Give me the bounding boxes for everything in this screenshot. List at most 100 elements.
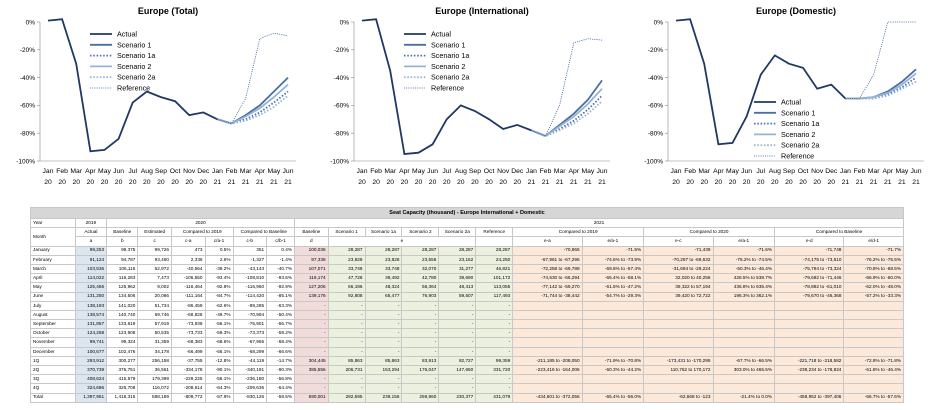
- table-cell: -31,694 to -29,224: [643, 263, 714, 275]
- col-code: e: [327, 236, 477, 247]
- table-cell: 119,174: [294, 273, 329, 284]
- table-cell: [643, 319, 714, 330]
- x-tick-label: Oct: [170, 168, 181, 175]
- table-cell: 99,324: [106, 337, 139, 348]
- table-cell: 256,158: [137, 355, 172, 367]
- table-cell: 28,287: [438, 245, 477, 256]
- table-cell: 23,162: [438, 254, 477, 265]
- table-cell: -: [401, 374, 440, 385]
- table-cell: -: [364, 319, 403, 330]
- col-code: c-a: [170, 236, 206, 247]
- col-header: Baseline: [294, 227, 329, 238]
- table-cell: -74,175 to -73,510: [774, 254, 845, 265]
- table-cell: -68.4%: [266, 337, 296, 348]
- legend-label: Scenario 1a: [431, 51, 469, 60]
- x-tick-year: 20: [72, 179, 80, 186]
- table-row: 1Q 293,912 300,277 256,158 -37,755 -12.8% -44,…: [30, 355, 904, 367]
- table-cell: -50.3% to -46.4%: [712, 263, 776, 275]
- table-cell: -67,961 to -67,296: [512, 254, 583, 265]
- table-cell: [774, 346, 845, 357]
- table-cell: -209,636: [232, 383, 268, 394]
- table-row: June 131,250 134,506 20,086 -111,164 -84.7% -1…: [30, 291, 904, 302]
- table-cell: -49.7%: [204, 309, 234, 321]
- table-cell: 100,677: [74, 346, 108, 357]
- table-cell: -116,464: [170, 282, 206, 293]
- table-cell: [774, 328, 845, 339]
- table-cell: -: [401, 346, 440, 357]
- table-cell: 28,287: [475, 245, 514, 256]
- series-line-actual: [361, 18, 546, 155]
- legend-label: Actual: [431, 30, 451, 39]
- table-cell: 34,178: [137, 346, 172, 357]
- table-cell: 39,322 to 57,194: [643, 282, 714, 293]
- table-cell: [512, 374, 583, 385]
- x-tick-year: 20: [443, 179, 451, 186]
- table-cell: -40.7%: [266, 263, 296, 275]
- row-label: August: [30, 309, 76, 321]
- x-tick-label: Aug: [141, 168, 153, 175]
- table-cell: 123,908: [106, 328, 139, 339]
- x-tick-year: 20: [715, 179, 723, 186]
- year-label: Year: [30, 217, 76, 229]
- col-code: [475, 236, 514, 247]
- table-cell: -37,755: [170, 355, 206, 367]
- table-cell: [581, 383, 645, 394]
- table-cell: -: [401, 309, 440, 321]
- x-tick-label: Jan: [357, 168, 368, 175]
- table-cell: [774, 383, 845, 394]
- row-label: October: [30, 328, 76, 339]
- table-cell: -: [475, 346, 514, 357]
- table-cell: 56,364: [401, 282, 440, 293]
- table-cell: 32,020 to 40,256: [643, 273, 714, 284]
- table-row: 2Q 370,739 376,751 36,561 -334,178 -90.1% -340…: [30, 364, 904, 376]
- table-cell: -: [294, 383, 329, 394]
- table-cell: -: [438, 374, 477, 385]
- x-tick-label: Sep: [469, 168, 481, 175]
- x-tick-year: 20: [485, 179, 493, 186]
- x-tick-year: 20: [743, 179, 751, 186]
- table-cell: 28,287: [364, 245, 403, 256]
- x-tick-year: 20: [101, 179, 109, 186]
- col-header: Scenario 1: [327, 227, 366, 238]
- table-cell: -1.4%: [266, 254, 296, 265]
- x-tick-label: Sep: [155, 168, 167, 175]
- x-tick-year: 20: [429, 179, 437, 186]
- table-cell: [712, 328, 776, 339]
- table-row: December 100,677 102,476 34,178 -66,499 -66.1…: [30, 346, 904, 357]
- chart-title: Europe (International): [435, 6, 529, 16]
- x-tick-label: Jul: [442, 168, 451, 175]
- x-tick-label: Feb: [540, 168, 552, 175]
- x-tick-label: Feb: [684, 168, 696, 175]
- x-tick-label: Dec: [511, 168, 524, 175]
- table-row: February 91,124 94,787 93,460 2,336 2.6% -1,32…: [30, 254, 904, 265]
- x-tick-year: 20: [372, 179, 380, 186]
- table-row: 3Q 408,624 415,579 179,399 -229,225 -56.1% -23…: [30, 374, 904, 385]
- series-line-scenario-2: [845, 72, 917, 100]
- table-cell: [512, 300, 583, 311]
- table-cell: 82,727: [438, 355, 477, 367]
- table-cell: 141,020: [106, 300, 139, 311]
- table-cell: 103,536: [74, 263, 108, 275]
- table-cell: -86,459: [170, 300, 206, 311]
- x-tick-label: Feb: [854, 168, 866, 175]
- x-tick-label: Apr: [85, 168, 96, 175]
- table-cell: 259,960: [401, 392, 440, 403]
- table-cell: [581, 337, 645, 348]
- table-cell: [643, 309, 714, 321]
- x-tick-year: 21: [598, 179, 606, 186]
- y-tick-label: -20%: [20, 47, 35, 54]
- x-tick-year: 20: [386, 179, 394, 186]
- table-cell: -: [327, 374, 366, 385]
- legend-label: Reference: [781, 152, 814, 161]
- legend-label: Reference: [431, 84, 464, 93]
- table-cell: 28,287: [327, 245, 366, 256]
- x-tick-year: 20: [514, 179, 522, 186]
- table-row: March 103,536 106,115 62,972 -40,564 -39.2% -4…: [30, 263, 904, 275]
- y-tick-label: -40%: [648, 75, 663, 82]
- table-cell: 59,507: [438, 291, 477, 302]
- table-cell: 206,731: [327, 364, 366, 376]
- table-cell: -70,994: [232, 309, 268, 321]
- table-cell: -: [401, 383, 440, 394]
- table-cell: -78,882 to -61,010: [774, 282, 845, 293]
- table-cell: -: [327, 346, 366, 357]
